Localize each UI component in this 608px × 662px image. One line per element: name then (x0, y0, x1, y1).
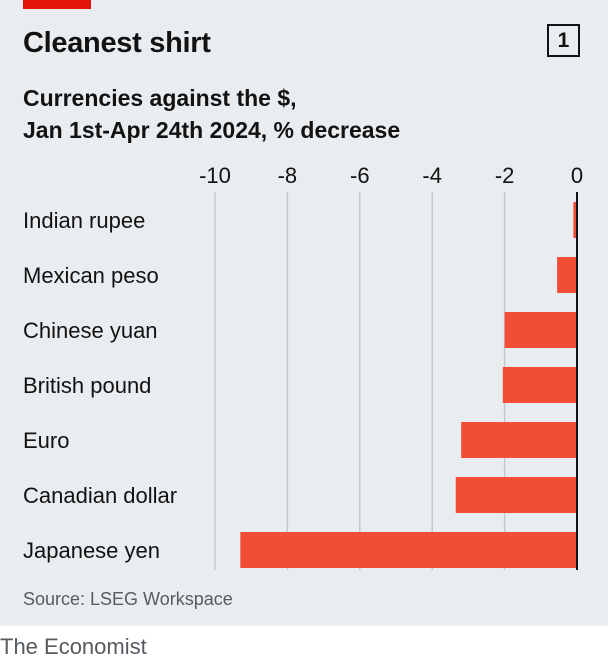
bar-chart: -10 -8 -6 -4 -2 0 Indian rupee Mexican peso Chi… (23, 163, 583, 570)
bar (557, 257, 577, 293)
category-label: British pound (23, 373, 151, 398)
x-tick-label: -2 (495, 163, 515, 188)
chart-title: Cleanest shirt (23, 27, 211, 59)
source-note: Source: LSEG Workspace (23, 589, 233, 609)
x-tick-label: 0 (571, 163, 583, 188)
subtitle-line-1: Currencies against the $, (23, 85, 297, 111)
category-label: Indian rupee (23, 208, 145, 233)
bar (504, 312, 577, 348)
chart-number-badge: 1 (547, 24, 580, 57)
x-tick-label: -10 (199, 163, 231, 188)
category-label: Chinese yuan (23, 318, 158, 343)
category-labels: Indian rupee Mexican peso Chinese yuan Brit… (23, 208, 177, 563)
bar (502, 367, 577, 403)
accent-bar (23, 0, 91, 9)
bar (455, 477, 577, 513)
x-tick-labels: -10 -8 -6 -4 -2 0 (199, 163, 583, 188)
subtitle-line-2: Jan 1st-Apr 24th 2024, % decrease (23, 117, 401, 143)
bar (461, 422, 577, 458)
chart-subtitle: Currencies against the $, Jan 1st-Apr 24… (23, 82, 400, 146)
bar (240, 532, 577, 568)
category-label: Euro (23, 428, 69, 453)
chart-card: Cleanest shirt 1 Currencies against the … (0, 0, 608, 626)
x-tick-label: -6 (350, 163, 370, 188)
brand-label: The Economist (0, 634, 147, 659)
category-label: Japanese yen (23, 538, 160, 563)
x-tick-label: -4 (422, 163, 442, 188)
category-label: Canadian dollar (23, 483, 177, 508)
x-tick-label: -8 (278, 163, 298, 188)
category-label: Mexican peso (23, 263, 159, 288)
bars (240, 202, 577, 568)
gridlines (214, 192, 506, 570)
bar (573, 202, 577, 238)
